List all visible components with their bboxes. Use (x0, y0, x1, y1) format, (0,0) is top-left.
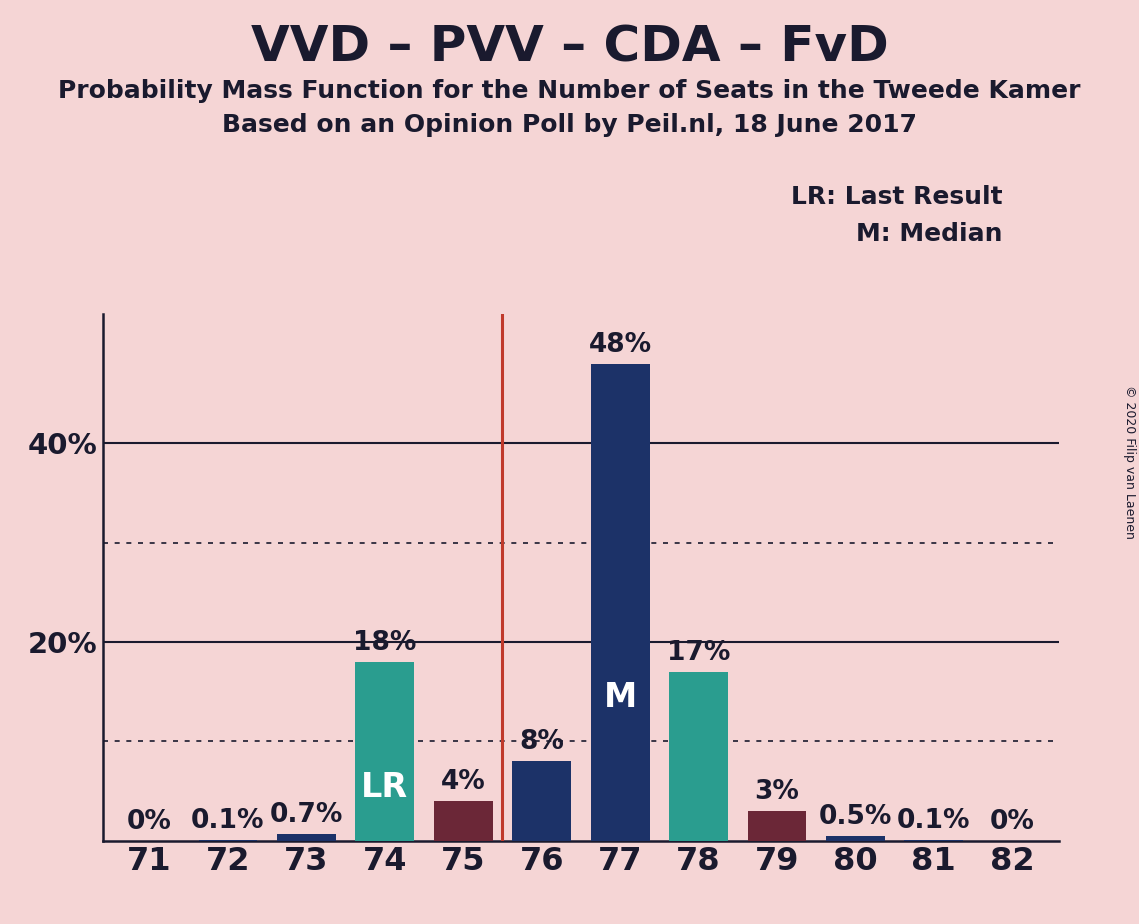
Text: 4%: 4% (441, 769, 485, 796)
Bar (747, 811, 806, 841)
Bar (904, 840, 964, 841)
Text: M: M (604, 681, 637, 714)
Text: 0.5%: 0.5% (819, 804, 892, 830)
Bar (434, 801, 493, 841)
Bar (513, 761, 571, 841)
Text: 3%: 3% (754, 779, 800, 805)
Bar (198, 840, 257, 841)
Bar (591, 364, 649, 841)
Bar (669, 672, 728, 841)
Text: 0.1%: 0.1% (898, 808, 970, 833)
Text: Based on an Opinion Poll by Peil.nl, 18 June 2017: Based on an Opinion Poll by Peil.nl, 18 … (222, 113, 917, 137)
Text: 0%: 0% (128, 808, 172, 835)
Text: Probability Mass Function for the Number of Seats in the Tweede Kamer: Probability Mass Function for the Number… (58, 79, 1081, 103)
Text: 48%: 48% (589, 332, 652, 358)
Text: M: Median: M: Median (855, 222, 1002, 246)
Bar (826, 836, 885, 841)
Text: 17%: 17% (666, 640, 730, 666)
Text: VVD – PVV – CDA – FvD: VVD – PVV – CDA – FvD (251, 23, 888, 71)
Text: 0%: 0% (990, 808, 1034, 835)
Text: 0.7%: 0.7% (270, 802, 343, 828)
Bar (277, 833, 336, 841)
Text: © 2020 Filip van Laenen: © 2020 Filip van Laenen (1123, 385, 1137, 539)
Text: LR: Last Result: LR: Last Result (790, 185, 1002, 209)
Text: LR: LR (361, 771, 409, 804)
Bar (355, 662, 415, 841)
Text: 18%: 18% (353, 630, 417, 656)
Text: 8%: 8% (519, 729, 564, 756)
Text: 0.1%: 0.1% (191, 808, 264, 833)
